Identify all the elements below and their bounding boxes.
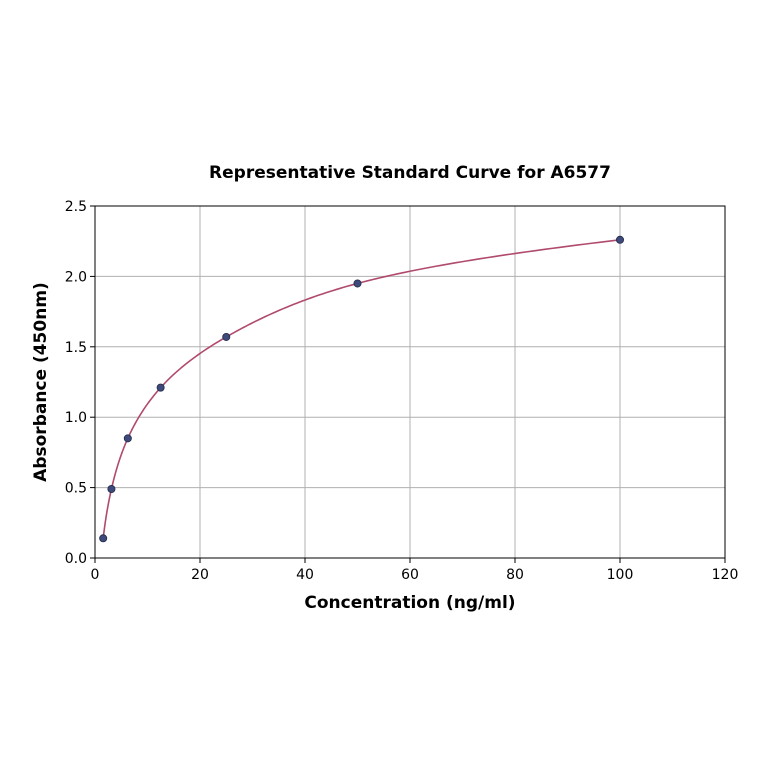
y-tick-label: 0.5: [65, 481, 87, 497]
data-point: [123, 434, 132, 443]
plot-frame: [94, 205, 726, 559]
x-tick-label: 20: [191, 567, 209, 583]
y-tick-label: 0.0: [65, 551, 87, 567]
data-point: [616, 235, 625, 244]
x-tick-label: 120: [712, 567, 739, 583]
x-axis-label: Concentration (ng/ml): [304, 593, 515, 613]
grid-lines: [95, 206, 725, 558]
y-tick-label: 1.0: [65, 410, 87, 426]
x-tick-label: 100: [607, 567, 634, 583]
x-tick-label: 40: [296, 567, 314, 583]
y-tick-label: 2.0: [65, 269, 87, 285]
x-tick-label: 60: [401, 567, 419, 583]
fit-curve: [102, 238, 621, 539]
data-point: [353, 279, 362, 288]
data-point: [99, 534, 108, 543]
fit-curve-layer: [102, 238, 621, 539]
chart-title: Representative Standard Curve for A6577: [209, 163, 611, 183]
y-axis-label: Absorbance (450nm): [31, 282, 51, 482]
x-tick-label: 0: [91, 567, 100, 583]
data-point: [222, 332, 231, 341]
y-tick-label: 2.5: [65, 199, 87, 215]
x-tick-label: 80: [506, 567, 524, 583]
data-point: [156, 383, 165, 392]
data-point: [107, 485, 116, 494]
axis-ticks: 0 20 40 60 80 100 120 0.0 0.5 1.0 1.5 2.0 2.5: [65, 199, 739, 583]
y-tick-label: 1.5: [65, 340, 87, 356]
data-points: [99, 235, 625, 543]
